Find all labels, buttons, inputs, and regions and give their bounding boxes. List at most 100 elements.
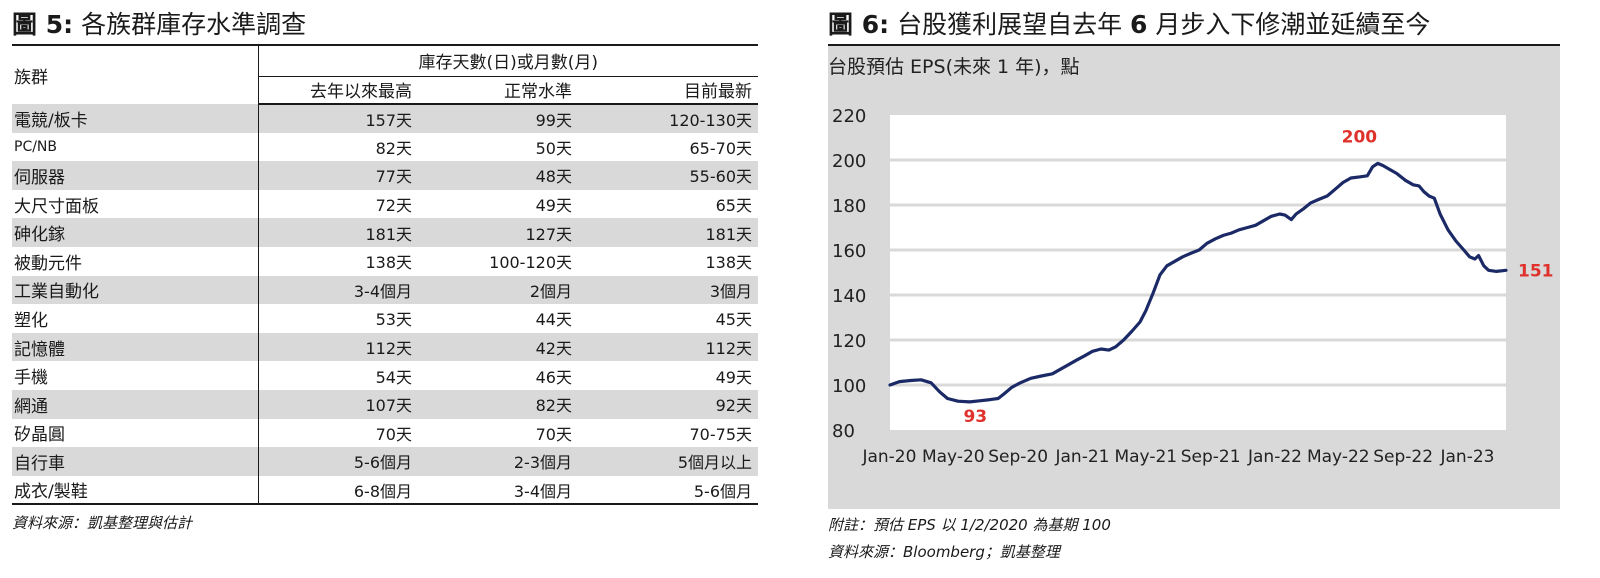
row-latest: 181天 (578, 218, 758, 247)
row-latest: 5-6個月 (578, 475, 758, 506)
column-header-normal: 正常水準 (418, 76, 578, 105)
row-name: 被動元件 (14, 253, 82, 274)
y-tick-label: 220 (832, 106, 866, 127)
row-name: 塑化 (14, 310, 48, 331)
column-header-latest: 目前最新 (578, 76, 758, 105)
row-name: 記憶體 (12, 332, 258, 362)
y-tick-label: 180 (832, 196, 866, 217)
row-high: 6-8個月 (257, 475, 418, 506)
table-row: 工業自動化 3-4個月 2個月 3個月 (12, 275, 758, 305)
x-tick-label: May-21 (1114, 447, 1177, 467)
x-tick-label: Jan-21 (1055, 447, 1110, 467)
table-row: 塑化 53天 44天 45天 (12, 304, 758, 333)
title-rule (12, 44, 758, 46)
row-name: 自行車 (12, 447, 258, 476)
inventory-table: 族群 庫存天數(日)或月數(月) 去年以來最高 正常水準 目前最新 電競/板卡 1… (12, 46, 758, 506)
figure-5-source: 資料來源：凱基整理與估計 (12, 514, 193, 532)
y-tick-label: 120 (832, 331, 866, 352)
row-name: 網通 (12, 389, 258, 419)
figure-6-title-bold: 6 (1130, 10, 1148, 39)
row-normal: 50天 (535, 138, 572, 158)
row-normal: 2-3個月 (418, 447, 578, 476)
inventory-figure: 圖 5: 各族群庫存水準調查 族群 庫存天數(日)或月數(月) 去年以來最高 正… (12, 6, 758, 506)
row-latest: 120-130天 (578, 104, 758, 133)
row-normal: 99天 (418, 104, 578, 133)
chart-title: 台股預估 EPS(未來 1 年)，點 (828, 56, 1080, 78)
row-latest: 65-70天 (689, 138, 753, 158)
row-high: 138天 (257, 246, 418, 276)
x-tick-label: May-22 (1307, 447, 1370, 467)
row-normal: 100-120天 (489, 253, 572, 273)
row-normal: 48天 (418, 161, 578, 190)
x-tick-label: Sep-20 (988, 447, 1048, 467)
figure-5-title-text: 各族群庫存水準調查 (81, 10, 307, 39)
row-name: 電競/板卡 (12, 104, 258, 133)
table-row: 矽晶圓 70天 70天 70-75天 (12, 418, 758, 448)
row-latest: 49天 (715, 367, 752, 387)
row-latest: 65天 (715, 196, 752, 216)
row-high: 77天 (257, 161, 418, 190)
row-normal: 2個月 (418, 275, 578, 305)
figure-6-number: 圖 6: (828, 10, 890, 39)
x-tick-label: Sep-21 (1181, 447, 1241, 467)
column-header-group-name: 族群 (14, 67, 48, 88)
figure-6-notes: 附註：預估 EPS 以 1/2/2020 為基期 100 資料來源：Bloomb… (828, 512, 1111, 566)
data-label: 151 (1518, 261, 1554, 281)
figure-6-note: 附註：預估 EPS 以 1/2/2020 為基期 100 (828, 516, 1111, 534)
figure-6-title-part2: 月步入下修潮並延續至今 (1155, 10, 1431, 39)
y-tick-label: 200 (832, 151, 866, 172)
table-row: 網通 107天 82天 92天 (12, 389, 758, 419)
row-name: 成衣/製鞋 (12, 475, 258, 506)
row-high: 82天 (257, 132, 418, 162)
row-high: 70天 (257, 418, 418, 448)
y-tick-label: 160 (832, 241, 866, 262)
row-high: 72天 (257, 189, 418, 219)
row-normal: 3-4個月 (418, 475, 578, 506)
eps-figure-header: 圖 6: 台股獲利展望自去年 6 月步入下修潮並延續至今 (828, 6, 1560, 46)
row-latest: 3個月 (578, 275, 758, 305)
row-high: 53天 (257, 304, 418, 333)
table-row: 自行車 5-6個月 2-3個月 5個月以上 (12, 447, 758, 476)
table-row: 記憶體 112天 42天 112天 (12, 332, 758, 362)
row-normal: 44天 (535, 310, 572, 330)
y-tick-label: 80 (832, 421, 855, 442)
y-tick-label: 100 (832, 376, 866, 397)
row-name: 矽晶圓 (14, 425, 65, 446)
row-name: 工業自動化 (12, 275, 258, 305)
x-tick-label: Jan-22 (1247, 447, 1302, 467)
row-name: 砷化鎵 (12, 218, 258, 247)
row-latest: 70-75天 (689, 424, 753, 444)
row-latest: 55-60天 (578, 161, 758, 190)
plot-area (890, 115, 1506, 430)
column-header-high: 去年以來最高 (257, 76, 418, 105)
table-row: 成衣/製鞋 6-8個月 3-4個月 5-6個月 (12, 475, 758, 506)
table-row: 砷化鎵 181天 127天 181天 (12, 218, 758, 247)
table-row: 被動元件 138天 100-120天 138天 (12, 246, 758, 276)
figure-5-number: 圖 5: (12, 10, 74, 39)
table-row: 電競/板卡 157天 99天 120-130天 (12, 104, 758, 133)
row-normal: 82天 (418, 389, 578, 419)
row-normal: 127天 (418, 218, 578, 247)
x-tick-label: May-20 (922, 447, 985, 467)
figure-6-source: 資料來源：Bloomberg；凱基整理 (828, 543, 1060, 561)
x-tick-label: Jan-20 (861, 447, 916, 467)
row-high: 157天 (257, 104, 418, 133)
column-group-header: 庫存天數(日)或月數(月) (257, 46, 758, 77)
x-tick-label: Jan-23 (1440, 447, 1495, 467)
table-row: 大尺寸面板 72天 49天 65天 (12, 189, 758, 219)
table-row: 伺服器 77天 48天 55-60天 (12, 161, 758, 190)
row-high: 54天 (257, 361, 418, 390)
row-name: 伺服器 (12, 161, 258, 190)
figure-6-title-part1: 台股獲利展望自去年 (897, 10, 1123, 39)
row-high: 181天 (257, 218, 418, 247)
row-normal: 70天 (535, 424, 572, 444)
row-name: 手機 (14, 368, 48, 389)
table-row: PC/NB 82天 50天 65-70天 (12, 132, 758, 162)
data-label: 200 (1342, 128, 1378, 148)
x-tick-label: Sep-22 (1373, 447, 1433, 467)
row-high: 5-6個月 (257, 447, 418, 476)
eps-chart-panel: 台股預估 EPS(未來 1 年)，點 80 100 120 140 160 180 200 2… (828, 46, 1560, 509)
figure-5-title: 圖 5: 各族群庫存水準調查 (12, 6, 758, 44)
row-normal: 49天 (535, 196, 572, 216)
